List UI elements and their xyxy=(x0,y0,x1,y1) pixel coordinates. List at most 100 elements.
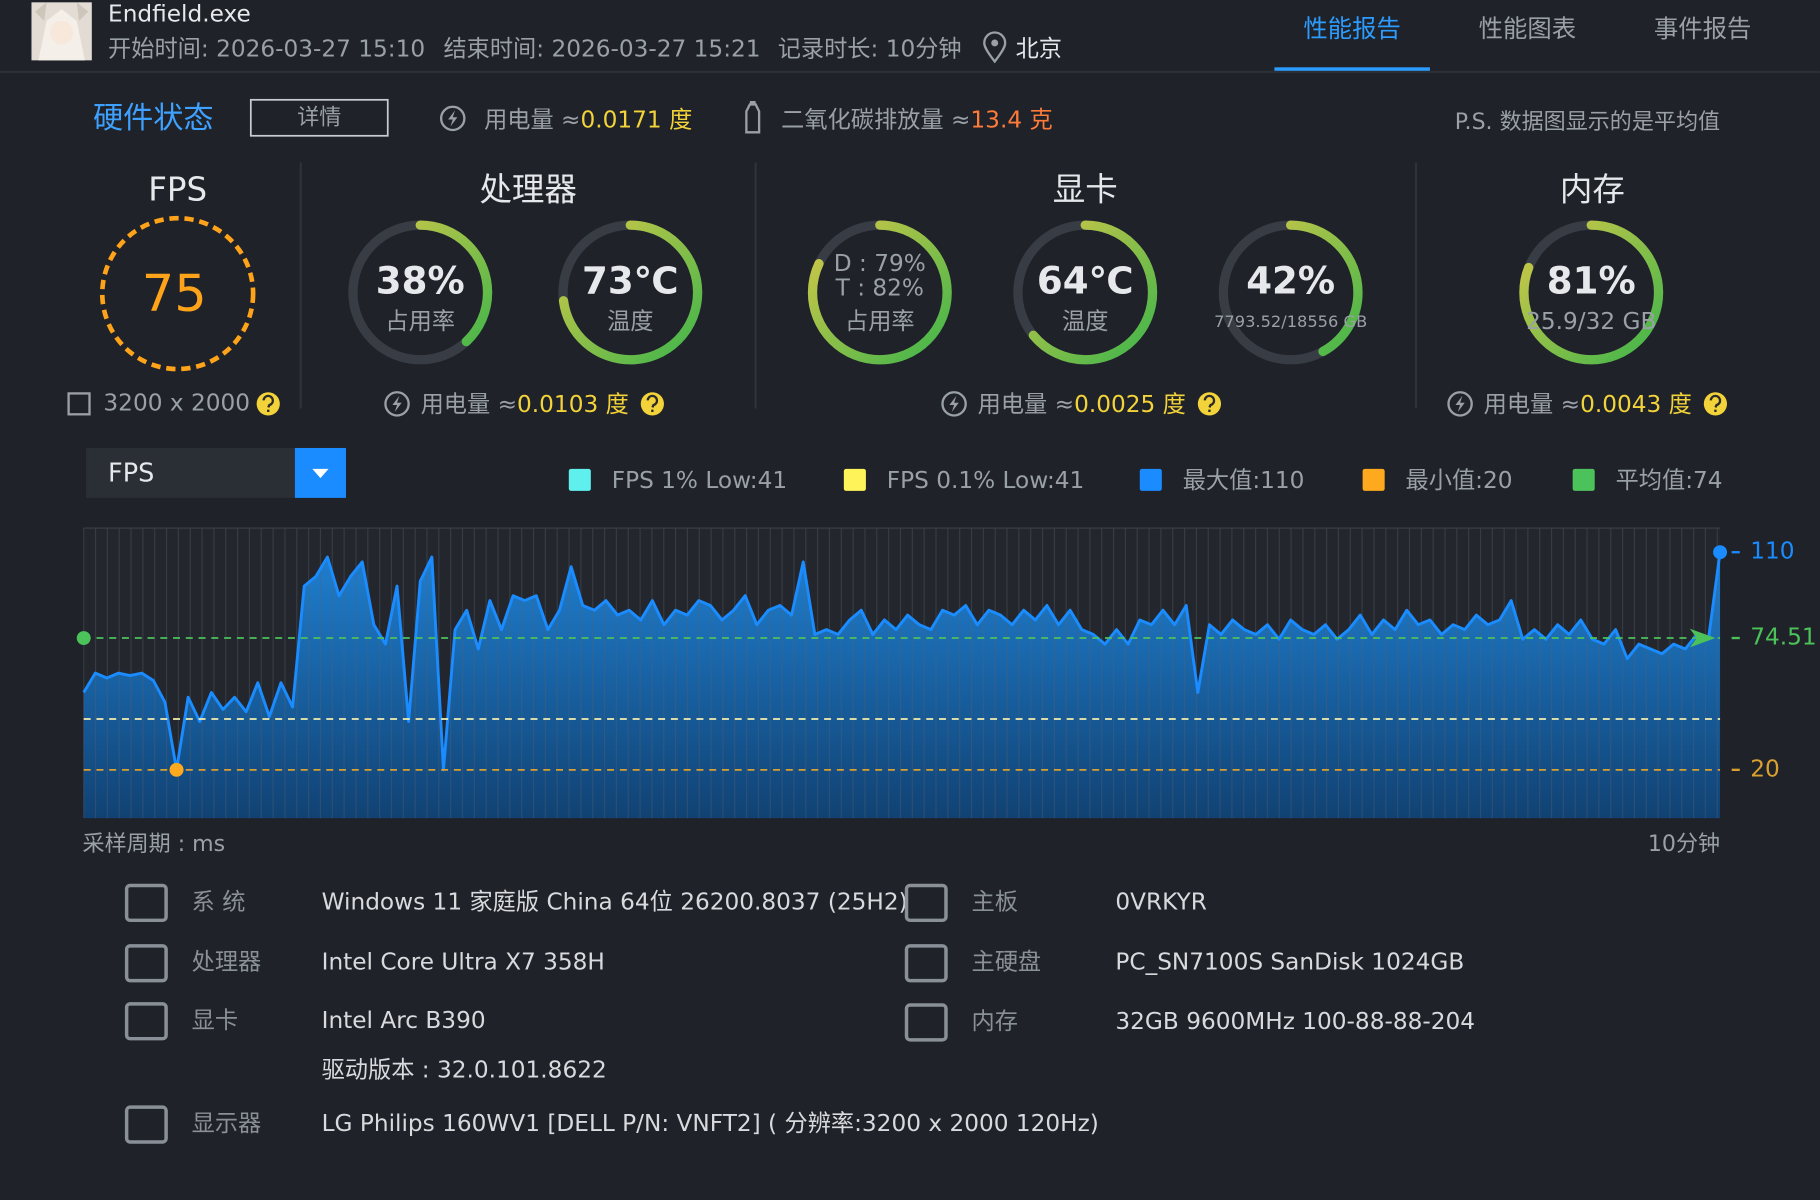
info-label: 显卡 xyxy=(192,1007,238,1034)
info-extra: 驱动版本 : 32.0.101.8622 xyxy=(322,1057,607,1084)
power-label: 用电量 ≈ xyxy=(978,391,1074,418)
gauge-arc xyxy=(558,220,703,365)
tab[interactable]: 事件报告 xyxy=(1654,14,1751,43)
gauge-label: 38% xyxy=(376,260,465,303)
power-usage: 用电量 ≈0.0103 度 xyxy=(421,391,629,418)
power-usage: 用电量 ≈0.0043 度 xyxy=(1484,391,1692,418)
details-button[interactable] xyxy=(249,98,389,137)
fps-ring xyxy=(99,215,256,372)
details-button-label[interactable]: 详情 xyxy=(297,105,341,130)
co2-icon xyxy=(745,100,761,134)
co2-value: 13.4 克 xyxy=(970,106,1052,133)
fps-line xyxy=(82,551,1722,772)
legend-label: 最小值:20 xyxy=(1406,467,1513,494)
legend-swatch xyxy=(568,468,591,491)
panel-title: FPS xyxy=(148,170,207,208)
reference-arrow xyxy=(1689,628,1716,648)
legend-label: 平均值:74 xyxy=(1616,467,1723,494)
help-icon xyxy=(646,394,659,412)
power-usage: 用电量 ≈0.0171 度 xyxy=(484,106,692,133)
location-icon xyxy=(983,31,1007,64)
fps-value: 75 xyxy=(142,265,207,324)
reference-label: 110 xyxy=(1750,538,1794,565)
gauge-caption: 25.9/32 GB xyxy=(1526,308,1656,335)
panel-title: 处理器 xyxy=(479,170,576,208)
info-value: Intel Arc B390 xyxy=(322,1007,486,1034)
help-icon xyxy=(1709,394,1722,412)
min-marker xyxy=(169,762,184,777)
info-value: Windows 11 家庭版 China 64位 26200.8037 (25H… xyxy=(322,888,908,915)
gauge-label: 42% xyxy=(1246,260,1335,303)
power-label: 用电量 ≈ xyxy=(1484,391,1580,418)
power-icon xyxy=(439,105,466,132)
legend-label: FPS 1% Low:41 xyxy=(612,467,787,494)
legend-swatch xyxy=(1572,468,1595,491)
help-icon xyxy=(1197,392,1222,416)
legend-swatch xyxy=(843,468,866,491)
help-icon xyxy=(262,394,274,412)
panel-title: 内存 xyxy=(1560,170,1625,208)
info-icon xyxy=(124,944,168,983)
info-label: 内存 xyxy=(972,1008,1018,1035)
divider xyxy=(299,162,1418,409)
avatar xyxy=(31,2,92,61)
gauge-arc xyxy=(348,220,493,365)
resolution-icon xyxy=(67,392,91,416)
gauge-caption: 温度 xyxy=(1062,308,1108,335)
info-icon xyxy=(904,944,948,983)
co2-emission: 二氧化碳排放量 ≈13.4 克 xyxy=(781,106,1053,133)
gauge-caption: 7793.52/18556 GB xyxy=(1214,312,1367,331)
dropdown-arrow xyxy=(312,468,329,479)
x-axis-end-label: 10分钟 xyxy=(1648,832,1720,857)
power-icon xyxy=(941,391,967,417)
power-icon xyxy=(1447,391,1473,417)
info-value: LG Philips 160WV1 [DELL P/N: VNFT2] ( 分辨… xyxy=(322,1110,1099,1137)
legend-swatch xyxy=(1139,468,1162,491)
gauge-arc xyxy=(807,220,952,365)
reference-label: 74.51 xyxy=(1750,624,1816,651)
power-icon xyxy=(384,391,410,417)
info-icon xyxy=(904,883,948,923)
power-icon xyxy=(949,395,959,412)
tab[interactable]: 性能图表 xyxy=(1479,14,1576,43)
help-icon xyxy=(640,392,664,416)
info-value: 0VRKYR xyxy=(1115,888,1206,915)
power-icon xyxy=(448,110,458,127)
info-value: PC_SN7100S SanDisk 1024GB xyxy=(1115,949,1464,976)
info-label: 主硬盘 xyxy=(972,949,1042,976)
power-value: 0.0103 度 xyxy=(517,391,629,418)
gauge-arc xyxy=(1218,220,1363,365)
info-icon xyxy=(124,883,168,923)
power-usage: 用电量 ≈0.0025 度 xyxy=(978,391,1186,418)
tab[interactable]: 性能报告 xyxy=(1303,14,1400,43)
gauge-label: T : 82% xyxy=(835,274,924,301)
tab-underline xyxy=(1274,67,1430,71)
max-marker xyxy=(1713,545,1728,560)
x-axis-label: 采样周期 : ms xyxy=(83,832,226,857)
power-label: 用电量 ≈ xyxy=(421,391,517,418)
location: 北京 xyxy=(1016,35,1062,62)
section-title: 硬件状态 xyxy=(93,101,214,136)
dropdown-value[interactable]: FPS xyxy=(108,459,154,489)
gauge-caption: 占用率 xyxy=(845,308,915,335)
power-value: 0.0171 度 xyxy=(581,106,693,133)
info-label: 主板 xyxy=(972,888,1018,915)
reference-marker xyxy=(76,631,91,645)
help-icon xyxy=(256,392,280,416)
end-time: 结束时间: 2026-03-27 15:21 xyxy=(443,35,760,62)
legend-label: FPS 0.1% Low:41 xyxy=(887,467,1085,494)
gauge-label: 81% xyxy=(1547,260,1636,303)
info-value: 32GB 9600MHz 100-88-88-204 xyxy=(1115,1008,1475,1035)
duration: 记录时长: 10分钟 xyxy=(778,35,962,62)
info-label: 显示器 xyxy=(192,1110,262,1137)
reference-label: 20 xyxy=(1750,755,1780,782)
help-icon xyxy=(1703,392,1728,416)
legend-swatch xyxy=(1362,468,1385,491)
info-label: 处理器 xyxy=(192,949,262,976)
note: P.S. 数据图显示的是平均值 xyxy=(1455,110,1720,135)
info-icon xyxy=(124,1002,168,1041)
gauge-arc xyxy=(1013,220,1158,365)
power-icon xyxy=(1455,395,1465,412)
